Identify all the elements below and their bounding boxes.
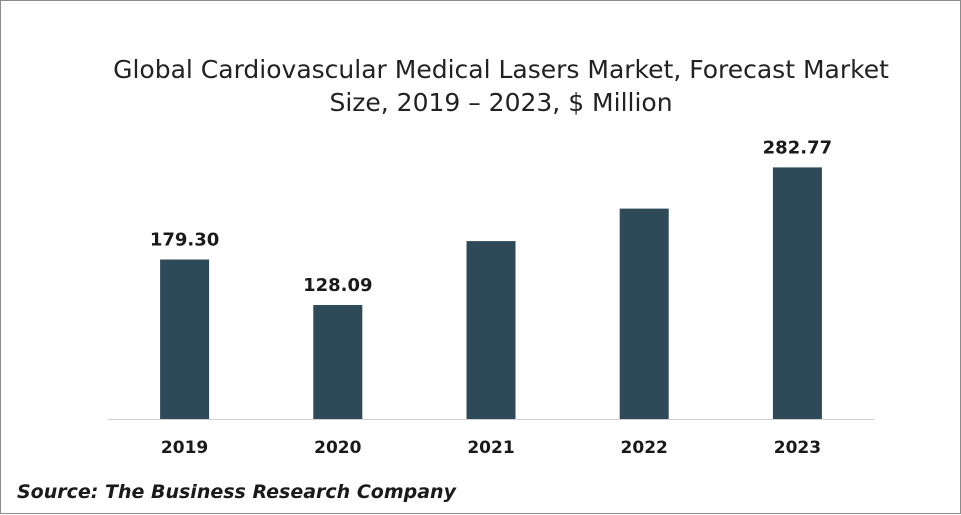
- x-tick-label-2021: 2021: [467, 438, 514, 458]
- x-tick-label-2019: 2019: [161, 438, 208, 458]
- x-tick-label-2023: 2023: [774, 438, 821, 458]
- bar-2020: [313, 305, 363, 419]
- bars-group: [160, 167, 822, 419]
- x-tick-label-2022: 2022: [621, 438, 668, 458]
- x-tick-label-2020: 2020: [314, 438, 361, 458]
- source-note: Source: The Business Research Company: [17, 481, 456, 503]
- bar-2022: [619, 208, 669, 419]
- chart-title: Global Cardiovascular Medical Lasers Mar…: [113, 55, 889, 117]
- bar-2019: [160, 259, 210, 419]
- data-label-2019: 179.30: [150, 230, 219, 251]
- data-label-2023: 282.77: [763, 137, 832, 158]
- labels-group: 179.30 2019 128.09 2020 2021 2022 282.77 2023: [150, 137, 832, 458]
- data-label-2020: 128.09: [303, 275, 372, 296]
- bar-2023: [772, 167, 822, 419]
- bar-2021: [466, 241, 516, 419]
